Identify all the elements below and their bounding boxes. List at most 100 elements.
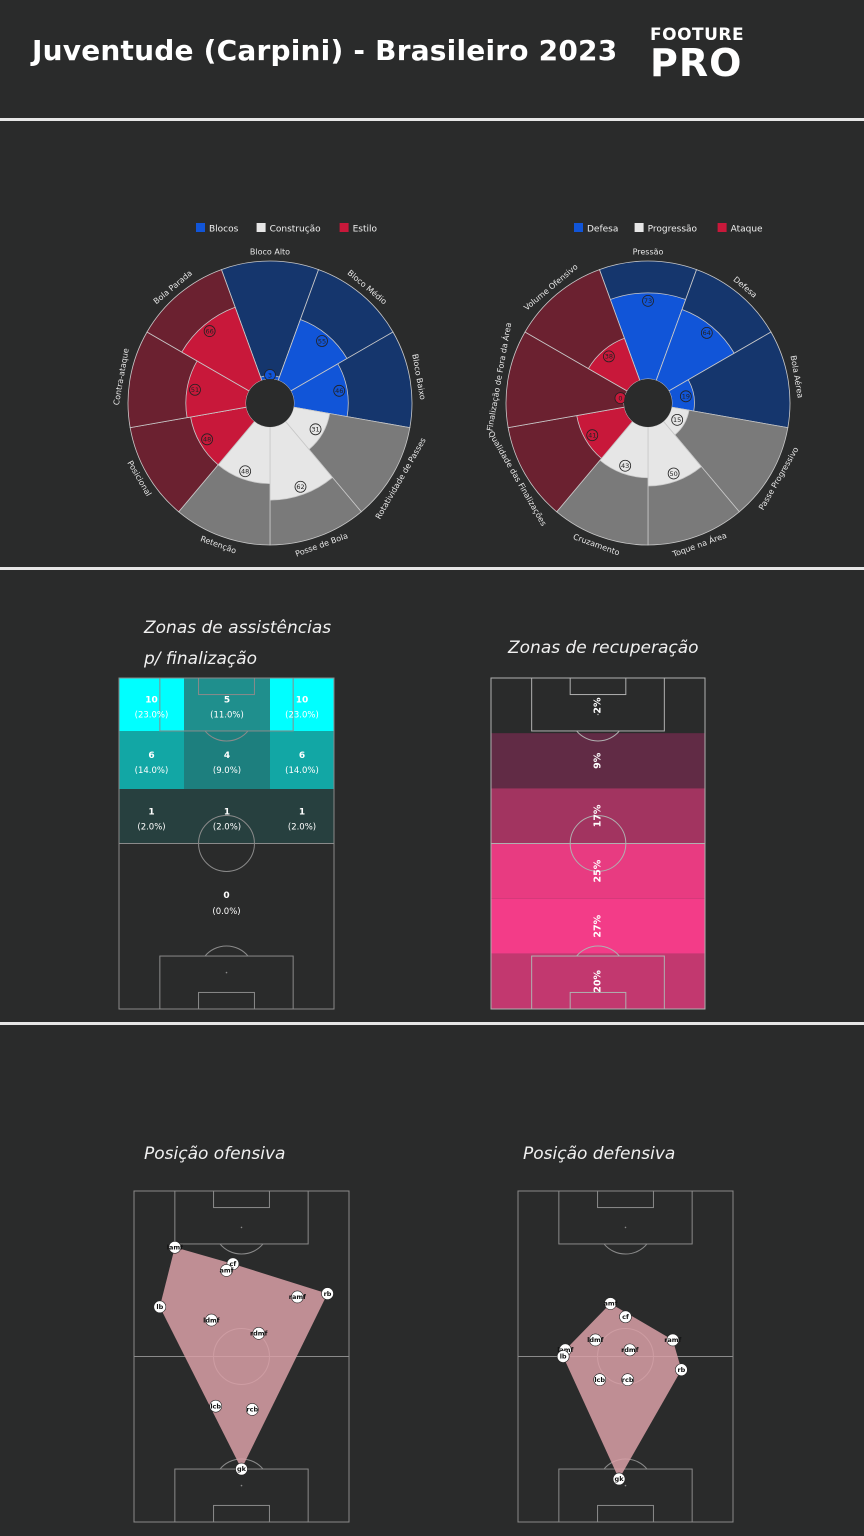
assist-count-2-0: 1 (148, 808, 154, 818)
legend-swatch-progressao (634, 223, 644, 232)
pitch-penalty-area-bottom (558, 1468, 693, 1523)
player-marker-lamf (168, 1240, 182, 1254)
team-shape-hull (563, 1303, 682, 1479)
player-marker-rdmf (252, 1327, 265, 1340)
assist-zone-2-0 (119, 789, 184, 844)
recovery-label-1: 9% (593, 752, 604, 769)
legend-label-estilo: Estilo (353, 225, 378, 235)
pitch-penalty-spot-top (240, 1226, 243, 1229)
category-label-bola-aerea: Bola Aérea (789, 355, 806, 399)
assist-zone-0-2 (270, 678, 334, 731)
value-label-pressao: 73 (644, 297, 652, 305)
assist-pct-0-0: (23.0%) (135, 711, 169, 721)
assist-pct-1-1: (9.0%) (213, 766, 241, 776)
recovery-label-3: 25% (593, 859, 604, 882)
player-label-lcb: lcb (594, 1376, 605, 1384)
value-badge-rotatividade-de-passes (309, 423, 322, 436)
value-badge-defesa (700, 326, 713, 339)
player-label-rcb: rcb (622, 1376, 634, 1384)
player-label-rcb: rcb (246, 1406, 258, 1414)
category-label-pressao: Pressão (633, 248, 664, 257)
pitch-penalty-spot-bottom (624, 1484, 627, 1487)
recovery-band-1 (491, 733, 705, 789)
assist-count-0-2: 10 (296, 696, 309, 706)
pitch-goal-area-top (597, 1190, 654, 1209)
polar-center-hole (624, 379, 672, 427)
legend-label-blocos: Blocos (209, 225, 239, 235)
value-label-posicional: 48 (203, 436, 211, 444)
player-marker-cf (619, 1310, 632, 1324)
legend-swatch-construcao (256, 223, 266, 232)
value-label-bloco-medio: 55 (318, 337, 326, 345)
pitch-goal-area-bottom (213, 1504, 270, 1523)
player-marker-rdmf (623, 1343, 637, 1357)
player-marker-lb (556, 1350, 570, 1363)
value-badge-bloco-medio (316, 335, 328, 347)
player-label-lb: lb (156, 1303, 163, 1311)
polar-center-hole (246, 379, 294, 427)
value-badge-passe-progressivo (671, 413, 684, 426)
player-marker-rb (675, 1363, 688, 1377)
player-marker-lb (153, 1300, 167, 1314)
player-label-lb: lb (560, 1353, 567, 1361)
value-badge-posicional (201, 433, 213, 446)
legend-label-construcao: Construção (270, 225, 322, 235)
assist-zone-1-2 (270, 731, 334, 789)
value-label-bloco-alto: 3 (268, 371, 272, 379)
category-label-bloco-alto: Bloco Alto (250, 248, 290, 257)
pitch-penalty-area-top (558, 1190, 693, 1245)
recovery-label-5: 20% (593, 970, 604, 993)
pitch-penalty-spot-top (597, 713, 599, 716)
pitch-goal-area-bottom (198, 991, 255, 1010)
pitch-penalty-area-top (174, 1190, 309, 1245)
assist-pct-2-1: (2.0%) (213, 823, 241, 833)
value-badge-cruzamento (619, 459, 632, 472)
legend-label-ataque: Ataque (731, 225, 763, 235)
player-marker-ldmf (589, 1333, 602, 1347)
value-label-bola-aerea: 19 (682, 393, 690, 401)
assist-pct-1-2: (14.0%) (285, 766, 319, 776)
assist-zone-2-1 (184, 789, 270, 844)
pitch-goal-area-top (198, 677, 255, 696)
pitch-penalty-arc-top (603, 1243, 648, 1255)
player-label-cf: cf (230, 1260, 237, 1268)
pitch-center-circle (198, 815, 255, 872)
player-marker-ramf (666, 1333, 680, 1347)
assist-pct-2-0: (2.0%) (137, 823, 165, 833)
value-badge-toque-na-area (667, 467, 680, 480)
legend-swatch-estilo (339, 223, 349, 232)
assist-zones-title: Zonas de assistências p/ finalização (144, 613, 331, 675)
polar-chart-team-style: Blocos Construção Estilo 3 Bloco Alto 55 Bloco… (112, 223, 428, 559)
player-label-rb: rb (324, 1290, 332, 1298)
player-label-cf: cf (622, 1313, 629, 1321)
value-label-retencao: 48 (241, 468, 249, 476)
value-badge-bola-aerea (679, 390, 692, 403)
polar-chart-team-performance: Defesa Progressão Ataque73Pressão64Defesa1… (483, 223, 806, 559)
value-badge-posse-de-bola (294, 480, 307, 493)
value-label-contra-ataque: 51 (191, 386, 199, 394)
value-badge-contra-ataque (189, 383, 201, 396)
legend-swatch-blocos (196, 223, 205, 232)
player-label-lamf: lamf (167, 1243, 183, 1251)
player-marker-gk (612, 1472, 626, 1486)
assist-count-0-1: 5 (224, 696, 230, 706)
assist-pct-0-2: (23.0%) (285, 711, 319, 721)
pitch-goal-area-bottom (569, 991, 627, 1010)
value-badge-volume-ofensivo (602, 350, 615, 363)
assist-zones-pitch: 10(23.0%)5(11.0%)10(23.0%)6(14.0%)4(9.0%… (118, 677, 335, 1010)
assist-count-1-2: 6 (299, 751, 305, 761)
player-marker-rcb (245, 1403, 259, 1416)
pitch-center-circle (569, 815, 627, 872)
assist-count-own-half: 0 (223, 891, 229, 901)
assist-count-2-1: 1 (224, 808, 230, 818)
divider-3 (0, 1022, 864, 1025)
value-badge-bola-parada (203, 325, 216, 337)
recovery-label-4: 27% (593, 914, 604, 937)
value-label-volume-ofensivo: 38 (605, 353, 613, 361)
pitch-goal-area-bottom (597, 1504, 654, 1523)
page-title: Juventude (Carpini) - Brasileiro 2023 (32, 34, 618, 67)
player-label-ramf: ramf (664, 1336, 681, 1344)
assist-zones-title-line2: p/ finalização (144, 649, 258, 669)
assist-count-2-2: 1 (299, 808, 305, 818)
